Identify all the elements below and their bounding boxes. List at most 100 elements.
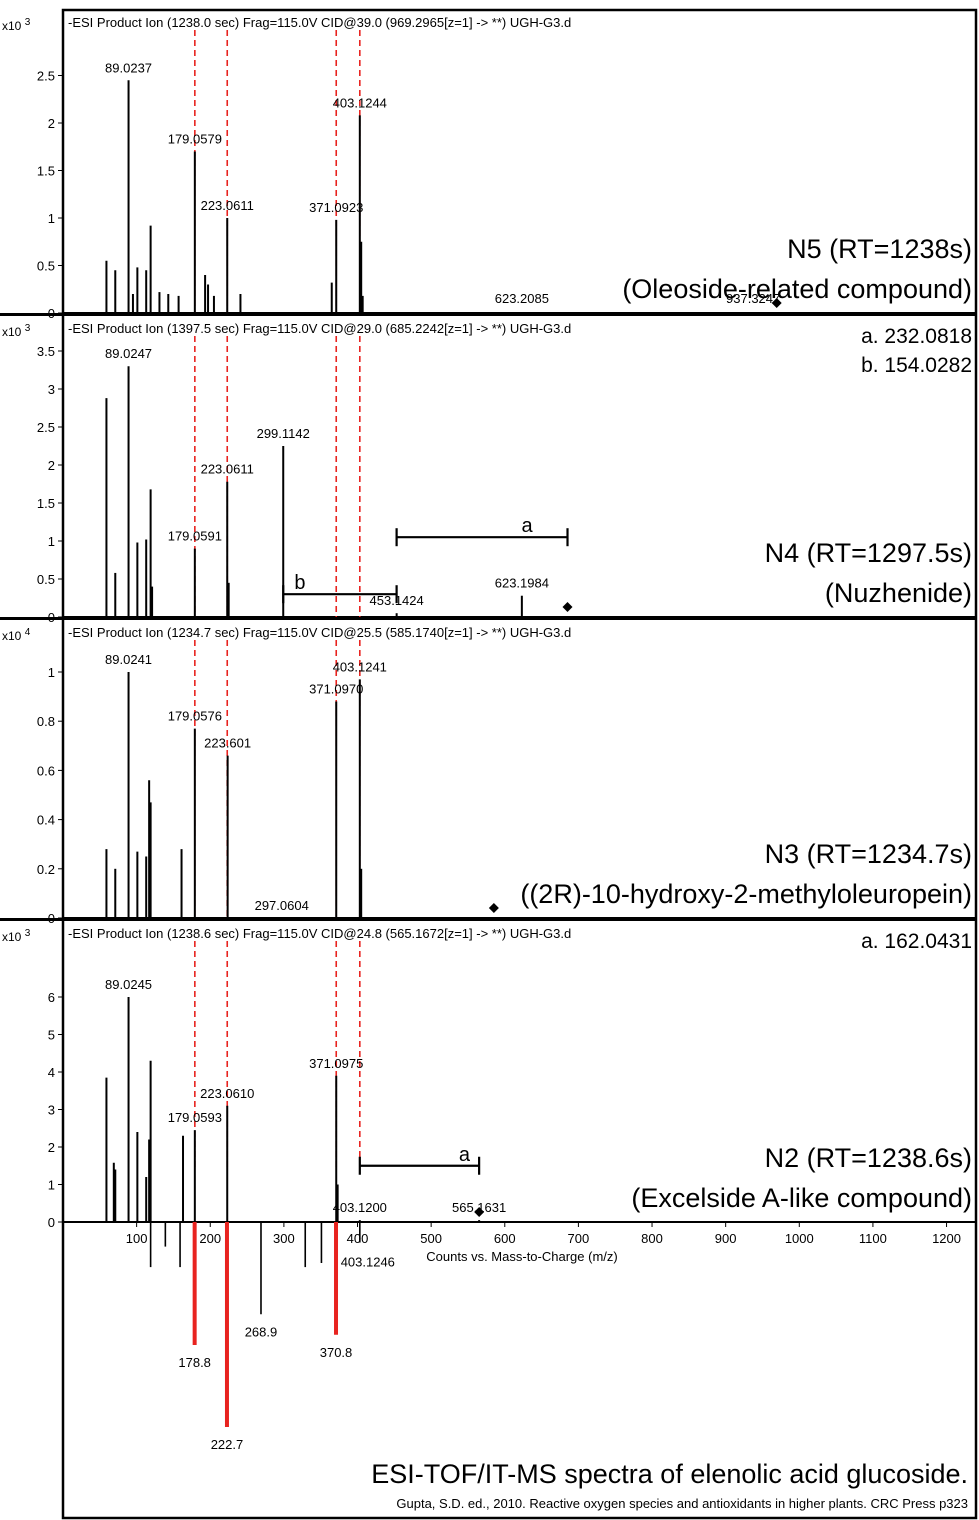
compound-name: (Oleoside-related compound) (622, 274, 972, 304)
y-tick-label: 5 (48, 1028, 55, 1043)
x-tick-label: 600 (494, 1231, 516, 1246)
precursor-diamond (488, 903, 499, 913)
y-tick-label: 0.4 (37, 813, 55, 828)
y-multiplier-label: x10 4 (2, 627, 31, 643)
compound-name: (Nuzhenide) (825, 578, 972, 608)
loss-bracket-label: a (459, 1144, 471, 1166)
x-tick-label: 1100 (859, 1231, 887, 1246)
y-tick-label: 6 (48, 990, 55, 1005)
y-tick-label: 0.5 (37, 572, 55, 587)
x-tick-label: 1000 (785, 1231, 814, 1246)
x-axis-label: Counts vs. Mass-to-Charge (m/z) (426, 1249, 617, 1264)
y-tick-label: 0.6 (37, 763, 55, 778)
y-tick-label: 3 (48, 382, 55, 397)
compound-title: N2 (RT=1238.6s) (765, 1143, 972, 1173)
panel-header: -ESI Product Ion (1397.5 sec) Frag=115.0… (68, 321, 571, 336)
y-tick-label: 2.5 (37, 420, 55, 435)
peak-label: 623.1984 (495, 576, 549, 591)
x-tick-label: 1200 (932, 1231, 961, 1246)
y-multiplier-label: x10 3 (2, 323, 31, 339)
peak-label: 89.0237 (105, 60, 152, 75)
compound-name: (Excelside A-like compound) (631, 1183, 972, 1213)
y-tick-label: 2.5 (37, 69, 55, 84)
reference-peak-label: 403.1246 (341, 1255, 395, 1270)
figure-frame (61, 8, 978, 1520)
reference-peak-label: 370.8 (320, 1345, 353, 1360)
compound-title: N5 (RT=1238s) (787, 234, 972, 264)
loss-bracket-label: a (521, 515, 533, 537)
reference-peak-label: 222.7 (211, 1437, 244, 1452)
panel-note: b. 154.0282 (861, 354, 972, 377)
panel-n2: -ESI Product Ion (1238.6 sec) Frag=115.0… (0, 918, 976, 1230)
precursor-diamond (474, 1207, 485, 1217)
x-tick-label: 800 (641, 1231, 663, 1246)
y-tick-label: 1 (48, 665, 55, 680)
peak-label: 179.0593 (168, 1110, 222, 1125)
reference-peak-label: 268.9 (245, 1324, 278, 1339)
peak-label: 223.0611 (201, 462, 254, 477)
x-tick-label: 900 (715, 1231, 737, 1246)
x-tick-label: 700 (568, 1231, 590, 1246)
y-tick-label: 2 (48, 116, 55, 131)
compound-title: N3 (RT=1234.7s) (765, 839, 972, 869)
peak-label: 403.1200 (333, 1200, 387, 1215)
peak-label: 299.1142 (257, 426, 310, 441)
peak-label: 179.0576 (168, 709, 222, 724)
y-tick-label: 0 (48, 1215, 55, 1230)
panel-n3: -ESI Product Ion (1234.7 sec) Frag=115.0… (0, 617, 976, 926)
y-tick-label: 1 (48, 534, 55, 549)
peak-label: 937.3247 (726, 291, 780, 306)
peak-label: 371.0970 (309, 682, 363, 697)
peak-label: 179.0579 (168, 132, 222, 147)
y-tick-label: 3.5 (37, 344, 55, 359)
precursor-diamond (771, 298, 782, 308)
panel-header: -ESI Product Ion (1238.6 sec) Frag=115.0… (68, 926, 571, 941)
peak-label: 371.0923 (309, 200, 363, 215)
panel-n4: -ESI Product Ion (1397.5 sec) Frag=115.0… (0, 313, 976, 625)
y-tick-label: 2 (48, 1140, 55, 1155)
y-multiplier-label: x10 3 (2, 928, 31, 944)
peak-label: 371.0975 (309, 1056, 363, 1071)
peak-label: 89.0241 (105, 652, 152, 667)
compound-name: ((2R)-10-hydroxy-2-methyloleuropein) (520, 879, 972, 909)
x-tick-label: 200 (199, 1231, 221, 1246)
peak-label: 89.0247 (105, 346, 152, 361)
peak-label: 223.0611 (201, 198, 254, 213)
y-tick-label: 2 (48, 458, 55, 473)
mirror-reference-spectrum: 178.8 222.7 268.9 370.8 403.1246 100 200 300 400… (126, 1222, 961, 1452)
x-tick-label: 500 (420, 1231, 442, 1246)
peak-label: 179.0591 (168, 529, 222, 544)
figure-caption: ESI-TOF/IT-MS spectra of elenolic acid g… (371, 1459, 968, 1489)
panel-note: a. 232.0818 (861, 325, 972, 348)
y-tick-label: 1.5 (37, 496, 55, 511)
y-tick-label: 0.5 (37, 259, 55, 274)
y-tick-label: 4 (48, 1065, 55, 1080)
y-tick-label: 0.2 (37, 862, 55, 877)
panel-header: -ESI Product Ion (1238.0 sec) Frag=115.0… (68, 15, 571, 30)
x-tick-label: 100 (126, 1231, 148, 1246)
y-tick-label: 0.8 (37, 714, 55, 729)
peak-label: 403.1244 (333, 95, 387, 110)
y-tick-label: 1.5 (37, 164, 55, 179)
y-multiplier-label: x10 3 (2, 17, 31, 33)
reference-peak-label: 178.8 (178, 1355, 211, 1370)
compound-title: N4 (RT=1297.5s) (765, 538, 972, 568)
peak-label: 223.601 (204, 736, 251, 751)
panels-layer: -ESI Product Ion (1238.0 sec) Frag=115.0… (0, 8, 978, 1520)
peak-label: 403.1241 (333, 659, 387, 674)
peak-label: 89.0245 (105, 977, 152, 992)
peak-label: 623.2085 (495, 291, 549, 306)
precursor-diamond (562, 602, 573, 612)
panel-note: a. 162.0431 (861, 930, 972, 953)
panel-n5: -ESI Product Ion (1238.0 sec) Frag=115.0… (2, 15, 976, 321)
y-tick-label: 1 (48, 211, 55, 226)
peak-label: 297.0604 (255, 898, 309, 913)
panel-header: -ESI Product Ion (1234.7 sec) Frag=115.0… (68, 625, 571, 640)
x-tick-label: 300 (273, 1231, 295, 1246)
peak-label: 223.0610 (200, 1086, 254, 1101)
y-tick-label: 1 (48, 1178, 55, 1193)
loss-bracket-label: b (294, 572, 305, 594)
x-tick-label: 400 (347, 1231, 369, 1246)
y-tick-label: 3 (48, 1103, 55, 1118)
